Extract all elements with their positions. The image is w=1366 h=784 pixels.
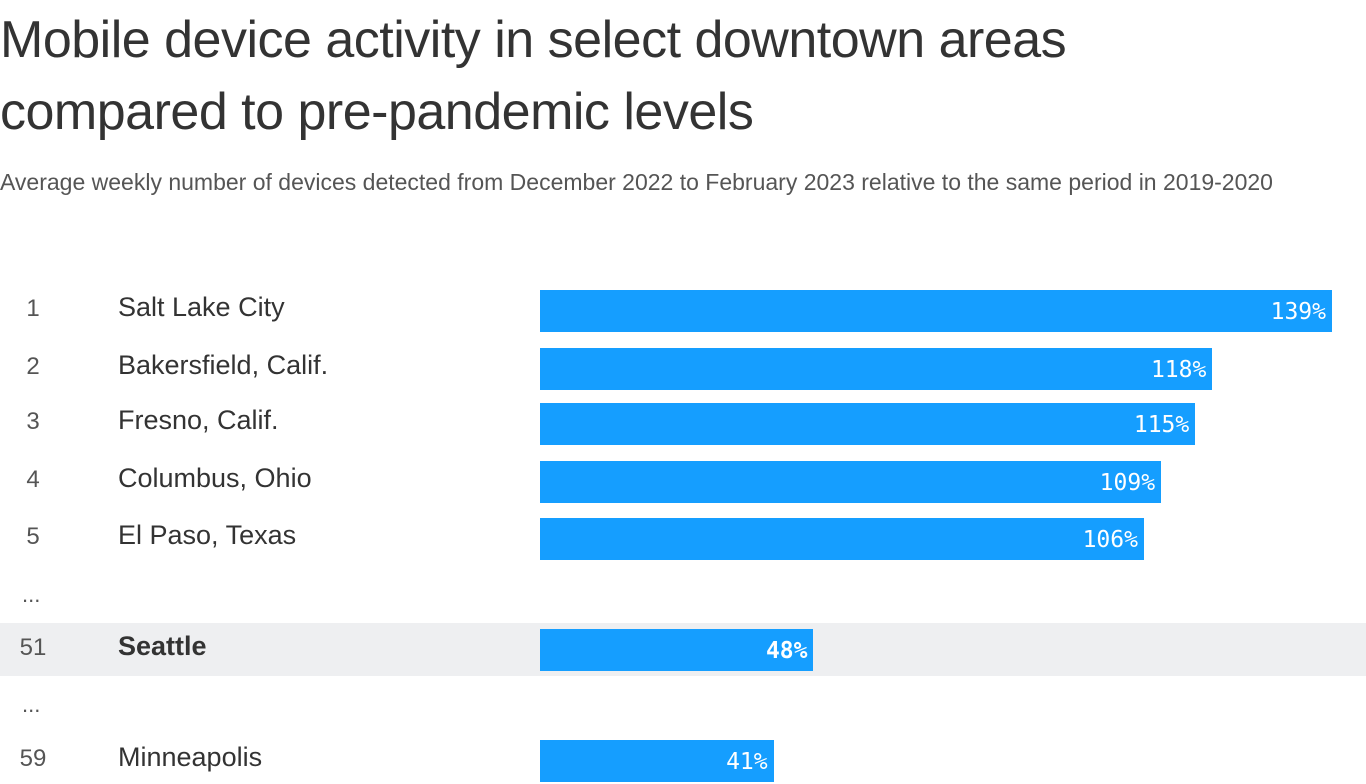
chart-title: Mobile device activity in select downtow… xyxy=(0,11,1067,141)
city-label: Minneapolis xyxy=(118,742,263,772)
row-ellipsis: ... xyxy=(22,582,41,607)
bar-value-label: 109% xyxy=(1099,470,1156,496)
bar-value-label: 106% xyxy=(1082,527,1138,553)
rank-label: 2 xyxy=(26,353,40,380)
city-label: Columbus, Ohio xyxy=(118,463,312,493)
bar xyxy=(540,461,1162,503)
bar-value-label: 48% xyxy=(765,638,808,664)
rank-label: 1 xyxy=(26,295,40,322)
chart-subtitle: Average weekly number of devices detecte… xyxy=(0,169,1273,195)
city-label: Salt Lake City xyxy=(118,292,285,322)
rank-label: 4 xyxy=(26,466,40,493)
rank-label: 5 xyxy=(26,523,40,550)
bar-value-label: 139% xyxy=(1270,299,1326,325)
city-label: Fresno, Calif. xyxy=(118,405,279,435)
bar xyxy=(540,518,1144,560)
city-label: Seattle xyxy=(118,631,207,661)
bar-value-label: 41% xyxy=(726,749,768,775)
bar xyxy=(540,348,1213,390)
rank-label: 59 xyxy=(19,745,47,772)
bar xyxy=(540,290,1332,332)
bar-value-label: 118% xyxy=(1150,357,1207,383)
bar-value-label: 115% xyxy=(1133,412,1190,438)
city-label: El Paso, Texas xyxy=(118,520,297,550)
rank-label: 51 xyxy=(19,634,47,661)
bar xyxy=(540,629,814,671)
city-label: Bakersfield, Calif. xyxy=(118,350,329,380)
row-ellipsis: ... xyxy=(22,692,41,717)
bar xyxy=(540,403,1196,445)
rank-label: 3 xyxy=(26,408,40,435)
